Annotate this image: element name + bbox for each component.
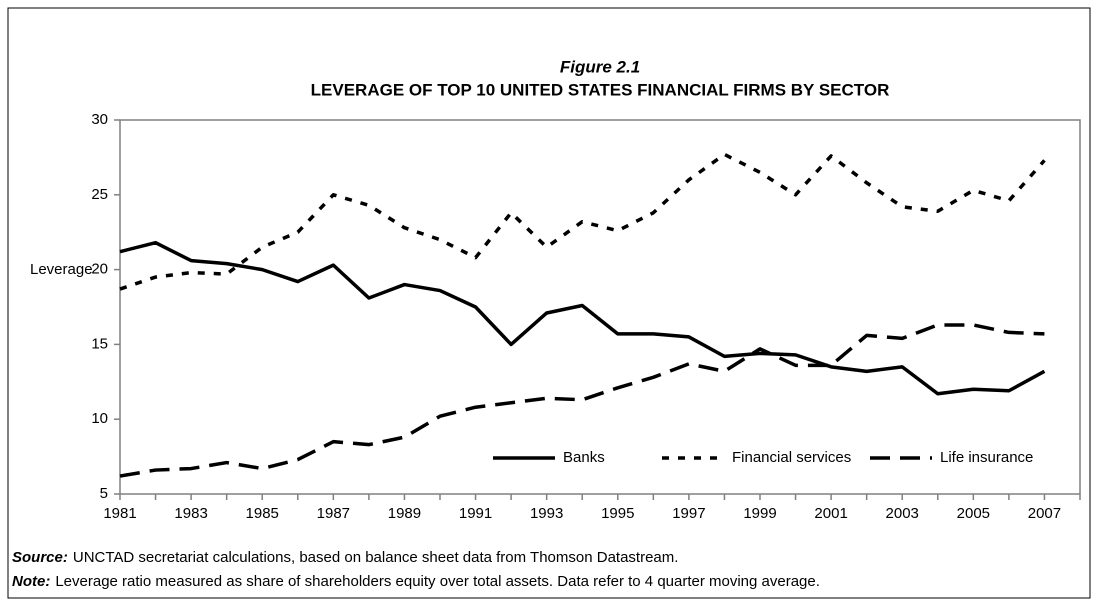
frame: [7, 7, 1091, 599]
x-tick-label: 2007: [1028, 505, 1061, 522]
x-tick-label: 1999: [743, 505, 776, 522]
chart-subtitle: LEVERAGE OF TOP 10 UNITED STATES FINANCI…: [311, 80, 890, 99]
x-tick-label: 2003: [886, 505, 919, 522]
x-tick-label: 1985: [246, 505, 279, 522]
y-tick-label: 30: [91, 111, 108, 128]
x-tick-label: 1995: [601, 505, 634, 522]
x-tick-label: 1987: [317, 505, 350, 522]
legend-label: Financial services: [732, 449, 851, 466]
line-series: [119, 152, 1046, 291]
y-axis-label: Leverage: [30, 261, 93, 278]
source: Source: UNCTAD secretariat calculations, …: [12, 549, 678, 566]
note-label: Note:: [12, 573, 50, 590]
x-tick-label: 1997: [672, 505, 705, 522]
line-series: [119, 240, 1046, 396]
note: Note: Leverage ratio measured as share of…: [12, 573, 820, 590]
y-tick-label: 20: [91, 261, 108, 278]
x-tick-label: 1991: [459, 505, 492, 522]
chart-title: Figure 2.1: [560, 57, 640, 76]
y-tick-label: 5: [100, 485, 108, 502]
y-tick-label: 10: [91, 410, 108, 427]
x-tick-label: 1981: [103, 505, 136, 522]
y-tick-label: 15: [91, 335, 108, 352]
line-series: [119, 323, 1045, 478]
legend-label: Banks: [563, 449, 605, 466]
source-label: Source:: [12, 549, 68, 566]
x-tick-label: 2005: [957, 505, 990, 522]
x-tick-label: 1983: [174, 505, 207, 522]
source-text: UNCTAD secretariat calculations, based o…: [73, 549, 679, 566]
legend-label: Life insurance: [940, 449, 1033, 466]
note-text: Leverage ratio measured as share of shar…: [55, 573, 820, 590]
y-tick-label: 25: [91, 186, 108, 203]
x-tick-label: 1989: [388, 505, 421, 522]
x-tick-label: 1993: [530, 505, 563, 522]
x-tick-label: 2001: [814, 505, 847, 522]
plot-area: [119, 119, 1081, 495]
